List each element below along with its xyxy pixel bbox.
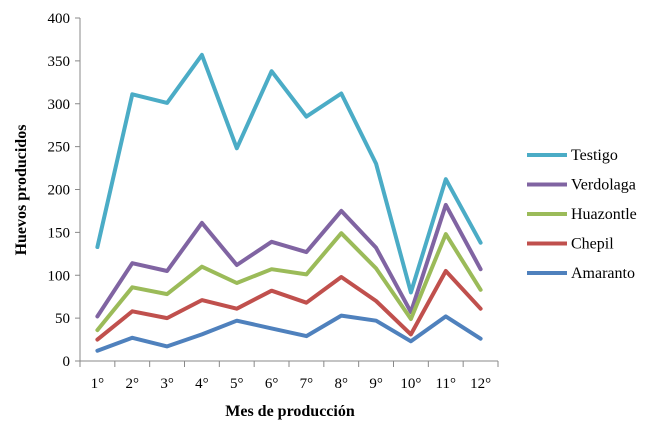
- x-tick-label: 3°: [160, 376, 174, 392]
- x-axis-title: Mes de producción: [225, 403, 355, 420]
- y-tick-label: 50: [55, 311, 70, 327]
- x-tick-label: 11°: [436, 376, 456, 392]
- legend-label: Chepil: [571, 236, 614, 253]
- x-tick-label: 4°: [195, 376, 209, 392]
- series-line-huazontle: [95, 231, 483, 333]
- legend-label: Testigo: [571, 147, 618, 164]
- series-line-testigo: [95, 52, 483, 295]
- x-tick-label: 5°: [230, 376, 244, 392]
- x-axis-ticks: 1° 2° 3° 4° 5° 6° 7° 8° 9° 10° 11° 12°: [79, 361, 499, 392]
- legend-label: Amaranto: [571, 265, 635, 282]
- y-tick-label: 100: [48, 268, 71, 284]
- x-tick-label: 7°: [300, 376, 314, 392]
- legend-label: Huazontle: [571, 206, 637, 223]
- legend: Testigo Verdolaga Huazontle Chepil Amaranto: [527, 147, 637, 282]
- y-tick-label: 150: [48, 225, 71, 241]
- y-tick-label: 0: [63, 354, 71, 370]
- series-lines: [95, 52, 483, 353]
- x-tick-label: 2°: [126, 376, 140, 392]
- x-tick-label: 12°: [470, 376, 491, 392]
- y-tick-label: 250: [48, 140, 71, 156]
- y-axis-ticks: 0 50 100 150 200 250 300 350 400: [48, 11, 80, 370]
- series-line-verdolaga: [95, 202, 483, 319]
- x-tick-label: 6°: [265, 376, 279, 392]
- x-tick-label: 10°: [400, 376, 421, 392]
- x-tick-label: 1°: [91, 376, 105, 392]
- series-line-chepil: [95, 269, 483, 342]
- x-tick-label: 8°: [335, 376, 349, 392]
- series-line-amaranto: [95, 313, 483, 353]
- y-tick-label: 200: [48, 183, 71, 199]
- y-axis-title: Huevos producidos: [13, 125, 30, 256]
- x-tick-label: 9°: [369, 376, 383, 392]
- y-tick-label: 350: [48, 54, 71, 70]
- y-tick-label: 400: [48, 11, 71, 27]
- y-tick-label: 300: [48, 97, 71, 113]
- legend-label: Verdolaga: [571, 177, 636, 194]
